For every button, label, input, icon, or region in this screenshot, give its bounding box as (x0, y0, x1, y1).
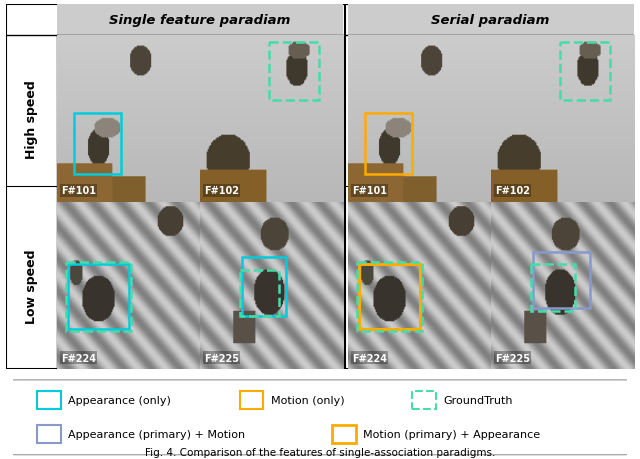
Text: F#102: F#102 (204, 186, 239, 196)
Bar (365, 113, 412, 175)
Text: F#224: F#224 (352, 353, 387, 363)
Bar (37, 425, 61, 443)
Text: Low speed: Low speed (25, 249, 38, 323)
Text: Appearance (only): Appearance (only) (68, 396, 171, 405)
Text: Single feature paradiam: Single feature paradiam (109, 14, 291, 27)
Text: Motion (primary) + Appearance: Motion (primary) + Appearance (363, 429, 540, 439)
Bar (240, 270, 279, 316)
Bar (37, 392, 61, 409)
Bar (242, 257, 286, 316)
Text: F#225: F#225 (495, 353, 530, 363)
Text: F#101: F#101 (61, 186, 96, 196)
Bar (357, 262, 422, 331)
Bar (533, 252, 590, 308)
Bar (561, 43, 610, 101)
Bar (66, 262, 131, 331)
Text: Fig. 4. Comparison of the features of single-association paradigms.: Fig. 4. Comparison of the features of si… (145, 447, 495, 457)
Text: F#225: F#225 (204, 353, 239, 363)
Bar (359, 265, 420, 329)
Bar (531, 265, 575, 311)
Text: F#102: F#102 (495, 186, 530, 196)
Text: F#101: F#101 (352, 186, 387, 196)
Text: GroundTruth: GroundTruth (443, 396, 513, 405)
Bar (240, 392, 264, 409)
Text: F#224: F#224 (61, 353, 96, 363)
Bar (348, 5, 634, 36)
Bar (56, 5, 342, 36)
Bar (269, 43, 319, 101)
Text: Serial paradiam: Serial paradiam (431, 14, 550, 27)
Text: Appearance (primary) + Motion: Appearance (primary) + Motion (68, 429, 245, 439)
Bar (412, 392, 435, 409)
Bar (332, 425, 356, 443)
Bar (74, 113, 121, 175)
FancyBboxPatch shape (4, 380, 636, 455)
Bar (68, 265, 129, 329)
Text: Motion (only): Motion (only) (271, 396, 344, 405)
Text: High speed: High speed (25, 80, 38, 158)
